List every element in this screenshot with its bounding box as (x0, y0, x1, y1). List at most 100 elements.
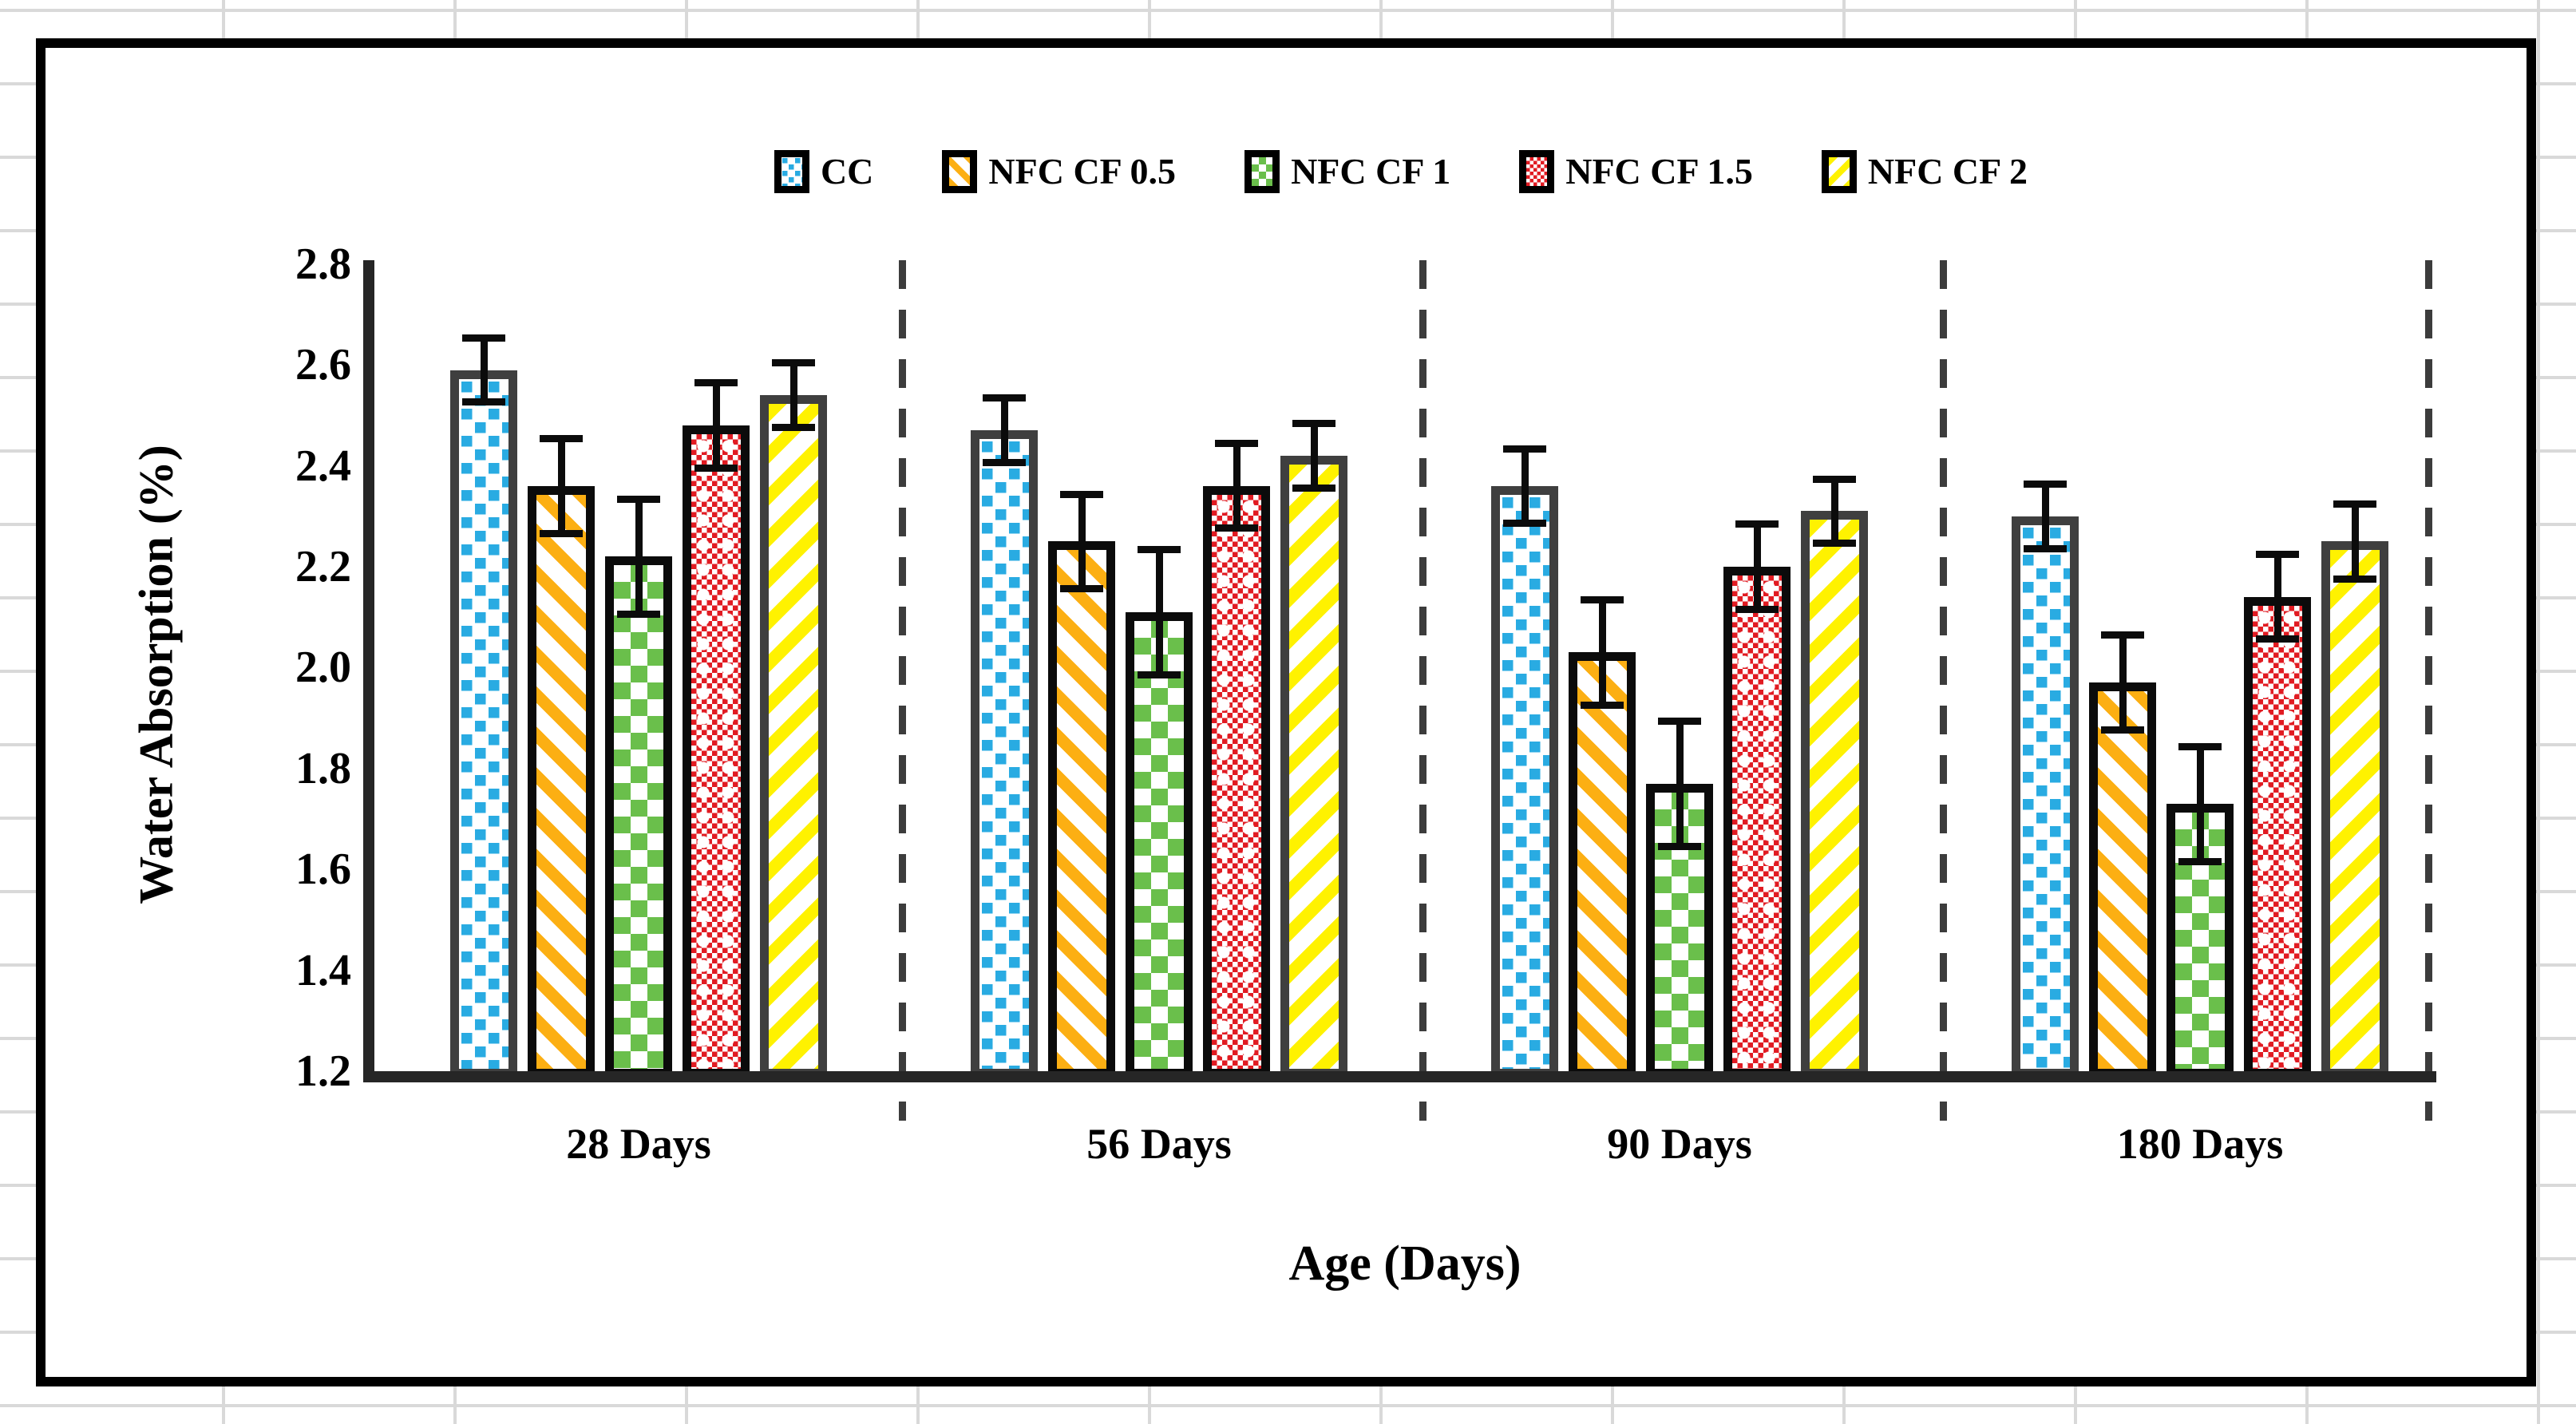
error-bar-cap-bottom (2024, 544, 2067, 552)
x-axis-title: Age (Days) (1288, 1236, 1521, 1291)
error-bar-cap-bottom (462, 398, 505, 406)
legend-item-nfc-cf-0-5: NFC CF 0.5 (942, 150, 1176, 193)
x-axis-line (363, 1071, 2436, 1082)
error-bar-cap-top (1503, 445, 1546, 453)
error-bar-line (1233, 445, 1241, 527)
y-axis-line (363, 260, 374, 1082)
legend-swatch-icon (1821, 150, 1857, 193)
error-bar-cap-top (1292, 420, 1335, 428)
error-bar-cap-top (1060, 490, 1103, 498)
error-bar-cap-bottom (617, 610, 660, 618)
error-bar-line (557, 441, 565, 532)
error-bar-cap-top (694, 379, 738, 387)
bar-nfc-cf-0-5-180-days (2089, 682, 2156, 1078)
error-bar-cap-top (772, 359, 815, 367)
error-bar-cap-top (983, 394, 1026, 402)
error-bar-line (712, 385, 720, 466)
error-bar-line (2041, 485, 2049, 547)
error-bar-cap-bottom (983, 459, 1026, 467)
error-bar-line (1078, 496, 1086, 587)
error-bar-cap-top (2178, 742, 2222, 750)
bar-nfc-cf-0-5-90-days (1569, 652, 1636, 1078)
legend-label: NFC CF 1.5 (1565, 151, 1753, 192)
error-bar-cap-bottom (2256, 635, 2299, 643)
error-bar-cap-top (1138, 546, 1181, 554)
error-bar-cap-bottom (540, 529, 583, 537)
error-bar-cap-bottom (1658, 842, 1701, 850)
error-bar-cap-bottom (1581, 701, 1624, 709)
bar-nfc-cf-0-5-28-days (528, 485, 595, 1078)
bar-nfc-cf-2-28-days (760, 395, 827, 1078)
bar-cc-28-days (450, 370, 517, 1078)
error-bar-cap-top (617, 495, 660, 503)
error-bar-line (1753, 526, 1761, 607)
bar-nfc-cf-1-5-180-days (2244, 596, 2311, 1078)
error-bar-cap-bottom (1503, 520, 1546, 528)
error-bar-cap-bottom (1735, 605, 1779, 613)
bar-nfc-cf-1-28-days (605, 556, 672, 1078)
chart-legend: CC NFC CF 0.5 NFC CF 1 NFC CF 1.5 NFC CF 2 (363, 150, 2439, 193)
legend-item-nfc-cf-2: NFC CF 2 (1821, 150, 2028, 193)
error-bar-line (1598, 602, 1606, 703)
error-bar-cap-bottom (1138, 670, 1181, 678)
error-bar-cap-bottom (1292, 484, 1335, 492)
error-bar-cap-bottom (2178, 857, 2222, 865)
y-tick-label: 2.0 (295, 643, 351, 693)
legend-label: NFC CF 1 (1291, 151, 1451, 192)
legend-swatch-icon (942, 150, 978, 193)
error-bar-line (1155, 552, 1163, 673)
error-bar-cap-top (2024, 480, 2067, 488)
category-label: 56 Days (1086, 1120, 1232, 1168)
error-bar-line (1830, 481, 1838, 542)
legend-label: NFC CF 0.5 (988, 151, 1177, 192)
error-bar-line (480, 339, 488, 401)
error-bar-line (1676, 722, 1684, 845)
legend-item-nfc-cf-1-5: NFC CF 1.5 (1519, 150, 1753, 193)
category-label: 180 Days (2116, 1120, 2284, 1168)
bar-nfc-cf-1-5-90-days (1723, 567, 1791, 1078)
y-tick-label: 1.8 (295, 743, 351, 793)
y-tick-label: 1.6 (295, 845, 351, 895)
y-tick-label: 1.2 (295, 1046, 351, 1096)
error-bar-cap-top (1658, 717, 1701, 725)
y-tick-label: 2.2 (295, 542, 351, 591)
error-bar-cap-top (2256, 551, 2299, 559)
y-tick-label: 2.4 (295, 441, 351, 491)
y-tick-label: 2.6 (295, 340, 351, 390)
error-bar-cap-bottom (772, 424, 815, 432)
group-separator-line (1419, 260, 1426, 1121)
error-bar-cap-top (462, 334, 505, 342)
error-bar-line (2351, 506, 2359, 577)
error-bar-cap-bottom (694, 464, 738, 472)
category-label: 90 Days (1607, 1120, 1752, 1168)
error-bar-cap-bottom (1215, 524, 1258, 532)
bar-cc-90-days (1491, 485, 1558, 1078)
error-bar-line (1521, 450, 1529, 522)
error-bar-cap-top (2333, 500, 2376, 508)
error-bar-cap-top (1581, 596, 1624, 604)
y-tick-label: 1.4 (295, 945, 351, 995)
bar-nfc-cf-2-90-days (1801, 511, 1868, 1078)
legend-swatch-icon (774, 150, 809, 193)
error-bar-cap-bottom (1813, 540, 1856, 548)
group-separator-line (2425, 260, 2432, 1121)
category-label: 28 Days (566, 1120, 711, 1168)
legend-swatch-icon (1519, 150, 1555, 193)
group-separator-line (899, 260, 906, 1121)
error-bar-cap-bottom (1060, 585, 1103, 593)
legend-item-nfc-cf-1: NFC CF 1 (1244, 150, 1450, 193)
error-bar-cap-top (1735, 520, 1779, 528)
bar-cc-180-days (2012, 516, 2079, 1078)
legend-label: CC (820, 151, 874, 192)
error-bar-cap-top (1215, 440, 1258, 448)
error-bar-cap-bottom (2101, 726, 2144, 734)
error-bar-line (789, 365, 797, 426)
y-axis-title: Water Absorption (%) (129, 445, 183, 904)
error-bar-line (1310, 425, 1318, 486)
error-bar-cap-top (2101, 631, 2144, 639)
error-bar-cap-bottom (2333, 575, 2376, 583)
error-bar-cap-top (540, 435, 583, 442)
bar-nfc-cf-2-56-days (1280, 455, 1347, 1078)
bar-nfc-cf-1-5-28-days (683, 425, 750, 1078)
